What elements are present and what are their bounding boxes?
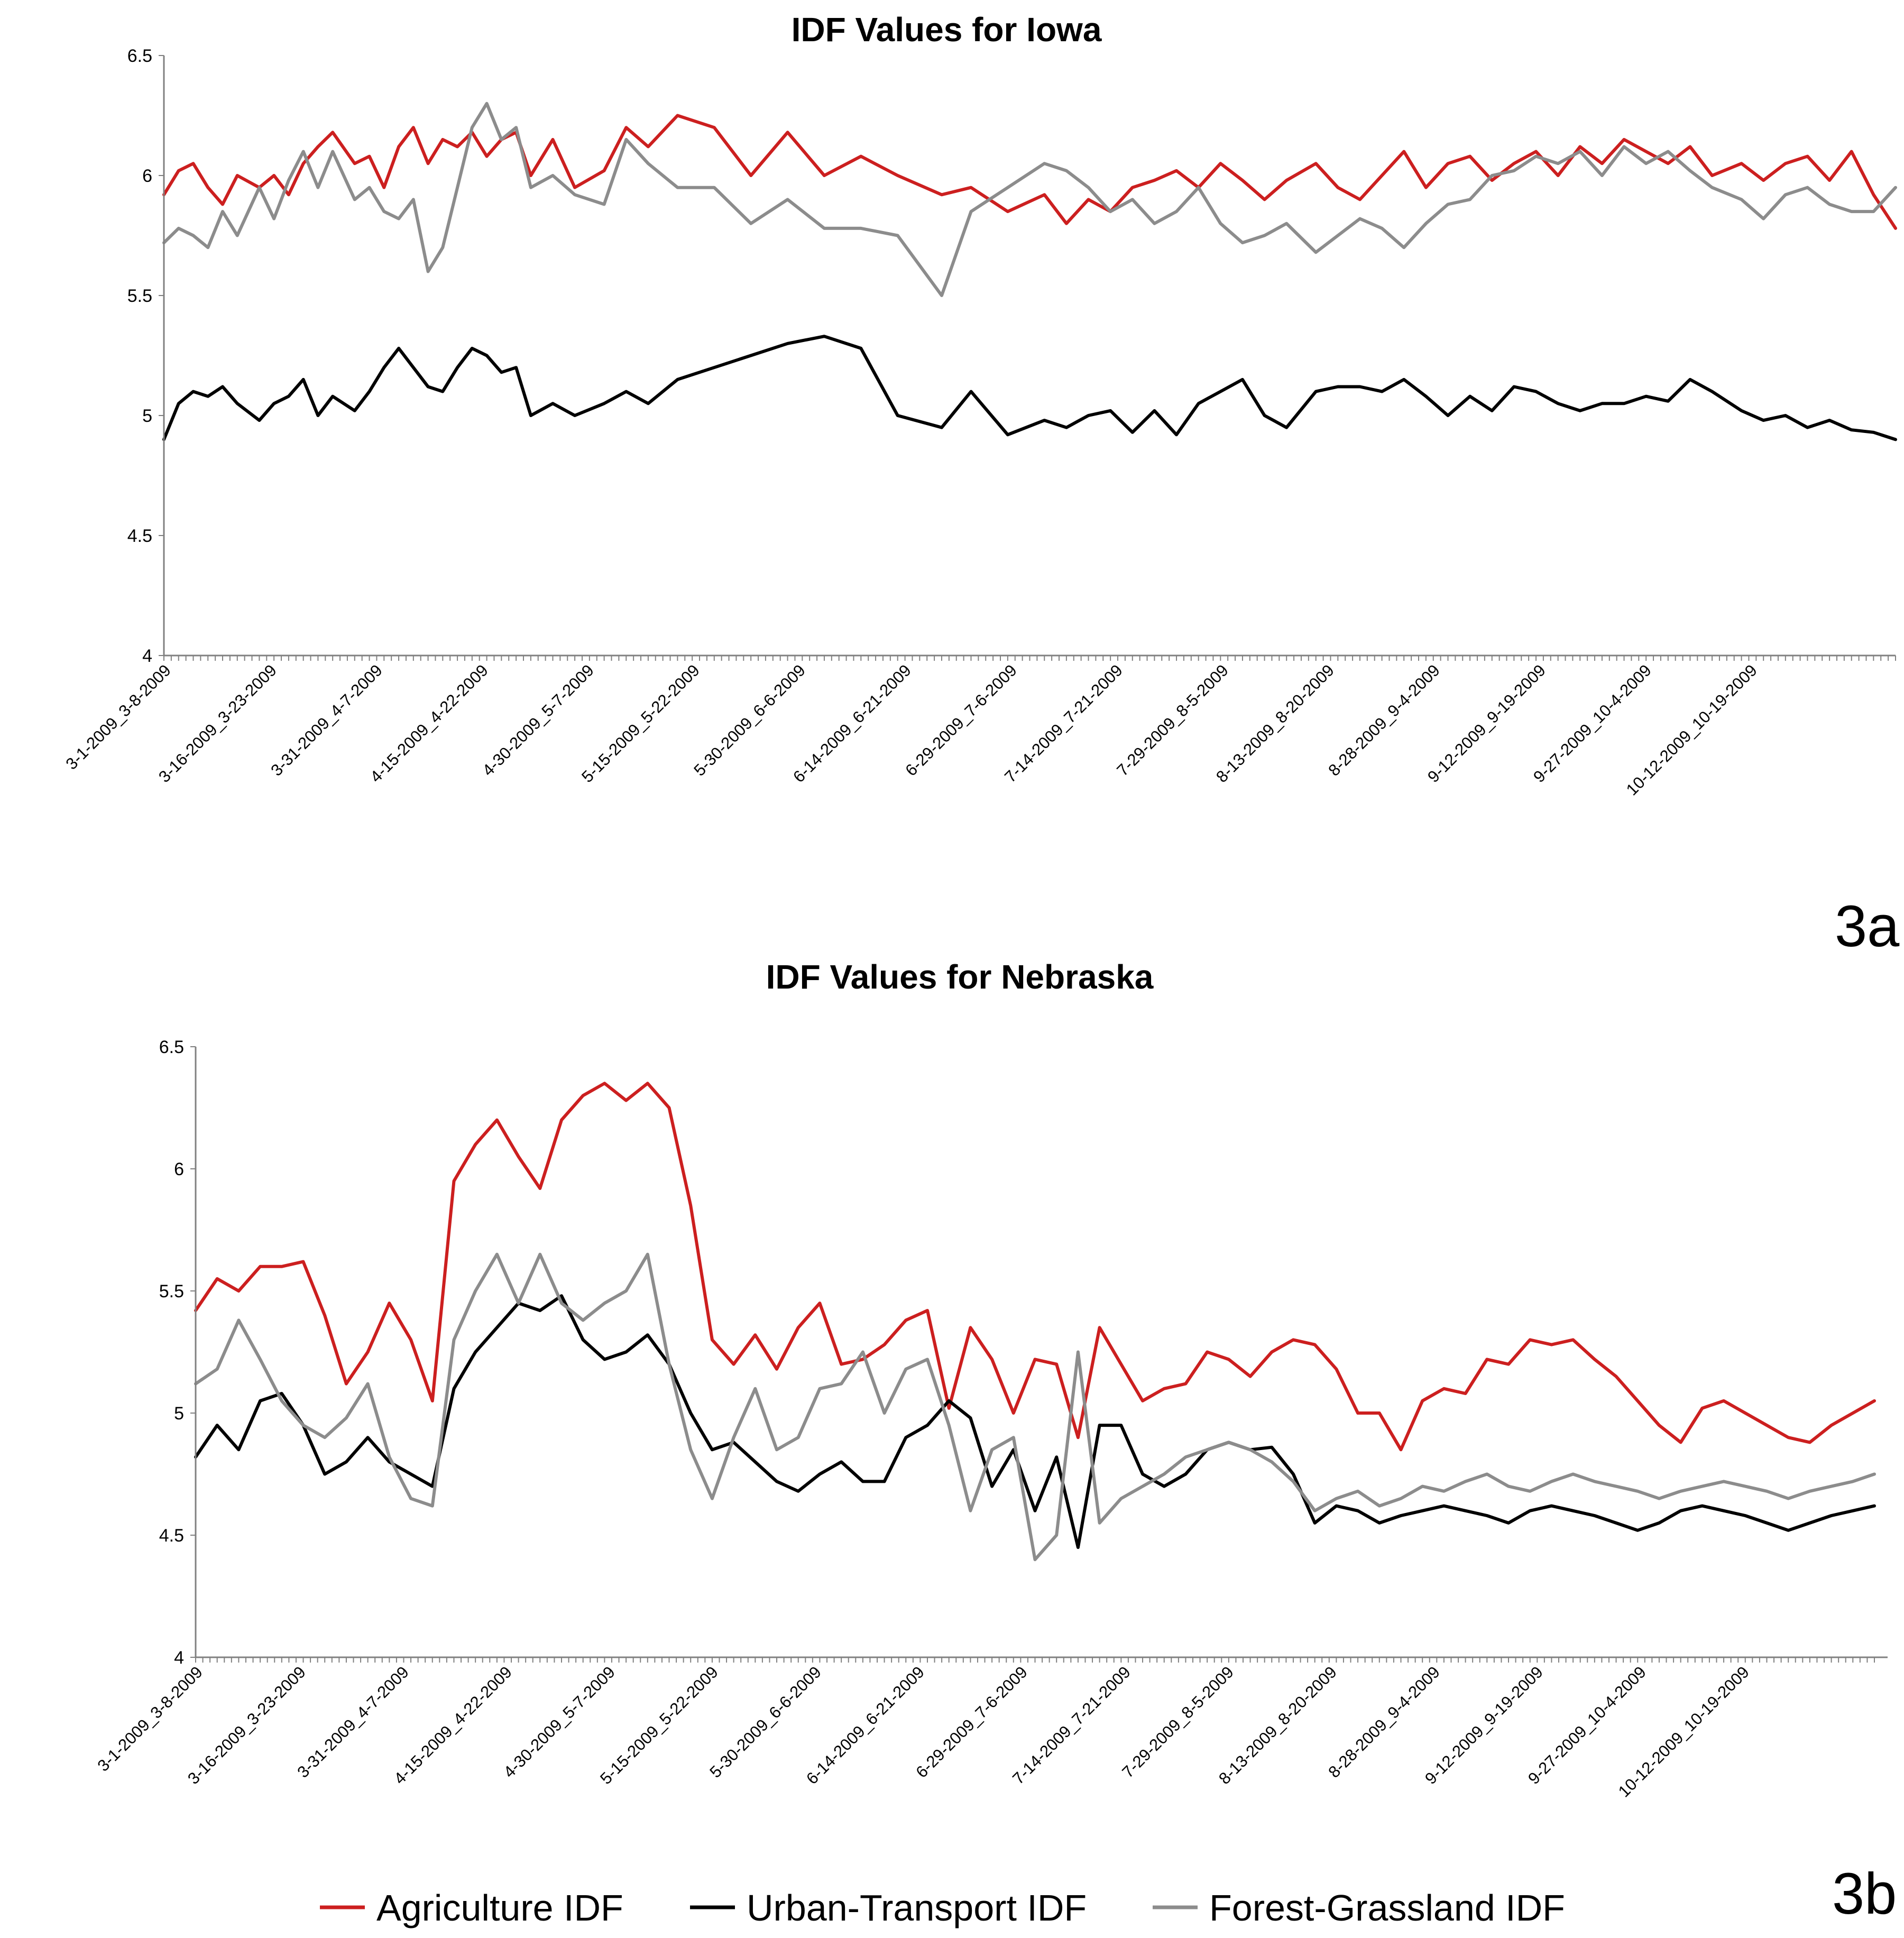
x-tick-label: 8-13-2009_8-20-2009: [1212, 661, 1338, 786]
x-tick-label: 3-31-2009_4-7-2009: [293, 1663, 412, 1782]
x-tick-label: 9-27-2009_10-4-2009: [1530, 661, 1655, 786]
panel-label-3b: 3b: [1832, 1861, 1897, 1926]
x-tick-label: 3-1-2009_3-8-2009: [62, 661, 174, 773]
y-tick-label: 5: [174, 1404, 184, 1424]
x-tick-label: 9-12-2009_9-19-2009: [1421, 1663, 1547, 1788]
x-tick-label: 4-30-2009_5-7-2009: [500, 1663, 619, 1782]
y-tick-label: 4: [174, 1648, 184, 1668]
series-line-forest-grassland-idf: [194, 1252, 1876, 1562]
x-tick-label: 7-14-2009_7-21-2009: [1001, 661, 1126, 786]
y-axis-ticks: 4 4.5 5 5.5 6 6.5: [127, 46, 164, 666]
y-axis-ticks: 4 4.5 5 5.5 6 6.5: [159, 1037, 196, 1668]
series-line-agriculture-idf: [194, 1082, 1876, 1452]
x-tick-label: 8-13-2009_8-20-2009: [1215, 1663, 1340, 1788]
series-group: [162, 101, 1897, 441]
x-tick-label: 8-28-2009_9-4-2009: [1324, 1663, 1443, 1782]
series-group: [194, 1082, 1876, 1562]
legend-label-urban-transport: Urban-Transport IDF: [747, 1887, 1087, 1928]
legend-label-forest-grassland: Forest-Grassland IDF: [1209, 1887, 1565, 1928]
x-tick-label: 3-16-2009_3-23-2009: [184, 1663, 309, 1788]
series-line-agriculture-idf: [162, 114, 1897, 230]
y-tick-label: 6: [174, 1159, 184, 1179]
y-tick-label: 5.5: [127, 286, 152, 306]
y-tick-label: 6.5: [159, 1037, 184, 1057]
legend-label-agriculture: Agriculture IDF: [376, 1887, 623, 1928]
axes: [195, 1047, 1888, 1658]
x-tick-label: 3-31-2009_4-7-2009: [267, 661, 386, 780]
x-tick-label: 4-15-2009_4-22-2009: [390, 1663, 516, 1788]
x-tick-label: 6-14-2009_6-21-2009: [789, 661, 915, 786]
y-tick-label: 4.5: [127, 526, 152, 546]
x-axis-ticks: 3-1-2009_3-8-20093-16-2009_3-23-20093-31…: [62, 656, 1896, 799]
axes: [163, 56, 1896, 657]
x-tick-label: 7-29-2009_8-5-2009: [1118, 1663, 1237, 1782]
x-tick-label: 6-29-2009_7-6-2009: [912, 1663, 1031, 1782]
x-tick-label: 4-30-2009_5-7-2009: [479, 661, 597, 780]
x-tick-label: 5-30-2009_6-6-2009: [706, 1663, 825, 1782]
y-tick-label: 6: [142, 166, 152, 186]
chart-title: IDF Values for Iowa: [792, 11, 1102, 49]
x-tick-label: 5-30-2009_6-6-2009: [690, 661, 809, 780]
x-tick-label: 8-28-2009_9-4-2009: [1324, 661, 1443, 780]
y-tick-label: 4.5: [159, 1526, 184, 1546]
chart-iowa: IDF Values for Iowa 4 4.5 5 5.5 6 6.5 3-1-200…: [62, 11, 1897, 799]
series-line-urban-transport-idf: [194, 1294, 1876, 1549]
chart-title: IDF Values for Nebraska: [766, 958, 1154, 996]
x-tick-label: 9-12-2009_9-19-2009: [1424, 661, 1549, 786]
y-tick-label: 5.5: [159, 1281, 184, 1302]
x-tick-label: 9-27-2009_10-4-2009: [1524, 1663, 1650, 1788]
x-tick-label: 6-14-2009_6-21-2009: [803, 1663, 928, 1788]
series-line-forest-grassland-idf: [162, 101, 1897, 297]
series-line-urban-transport-idf: [162, 335, 1897, 441]
legend: Agriculture IDF Urban-Transport IDF Fore…: [320, 1887, 1565, 1928]
x-tick-label: 5-15-2009_5-22-2009: [578, 661, 703, 786]
x-tick-label: 5-15-2009_5-22-2009: [596, 1663, 722, 1788]
x-tick-label: 3-1-2009_3-8-2009: [94, 1663, 206, 1775]
x-tick-label: 4-15-2009_4-22-2009: [366, 661, 492, 786]
y-tick-label: 5: [142, 406, 152, 426]
y-tick-label: 6.5: [127, 46, 152, 66]
x-tick-label: 7-29-2009_8-5-2009: [1113, 661, 1232, 780]
chart-nebraska: IDF Values for Nebraska 4 4.5 5 5.5 6 6.5 3-1…: [94, 958, 1888, 1801]
y-tick-label: 4: [142, 646, 152, 666]
x-tick-label: 3-16-2009_3-23-2009: [155, 661, 280, 786]
x-axis-ticks: 3-1-2009_3-8-20093-16-2009_3-23-20093-31…: [94, 1657, 1875, 1801]
x-tick-label: 6-29-2009_7-6-2009: [902, 661, 1020, 780]
x-tick-label: 7-14-2009_7-21-2009: [1009, 1663, 1134, 1788]
panel-label-3a: 3a: [1835, 894, 1900, 959]
